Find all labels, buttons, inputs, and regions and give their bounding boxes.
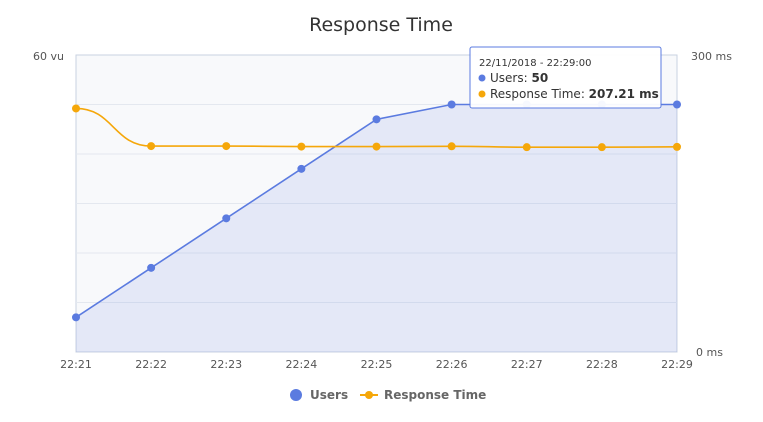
tooltip-response-time-marker bbox=[478, 90, 486, 98]
response-time-point[interactable] bbox=[147, 142, 156, 151]
legend-users-marker bbox=[290, 389, 302, 401]
tooltip-response-time-value: 207.21 ms bbox=[589, 87, 659, 101]
x-tick-label: 22:28 bbox=[586, 358, 618, 371]
response-time-point[interactable] bbox=[222, 142, 231, 151]
x-tick-label: 22:21 bbox=[60, 358, 92, 371]
legend-response-time-label: Response Time bbox=[384, 388, 486, 402]
legend-item-users[interactable]: Users bbox=[290, 388, 348, 402]
x-tick-label: 22:24 bbox=[286, 358, 318, 371]
right-axis-min-label: 0 ms bbox=[696, 346, 723, 359]
x-tick-label: 22:29 bbox=[661, 358, 693, 371]
users-point[interactable] bbox=[447, 100, 456, 109]
legend-item-response-time[interactable]: Response Time bbox=[360, 388, 486, 402]
users-point[interactable] bbox=[297, 164, 306, 173]
x-tick-label: 22:27 bbox=[511, 358, 543, 371]
x-tick-label: 22:22 bbox=[135, 358, 167, 371]
tooltip-users-marker bbox=[478, 74, 486, 82]
x-tick-label: 22:23 bbox=[210, 358, 242, 371]
response-time-point[interactable] bbox=[72, 104, 80, 113]
response-time-point[interactable] bbox=[297, 142, 306, 151]
response-time-point[interactable] bbox=[522, 143, 531, 152]
legend-users-label: Users bbox=[310, 388, 348, 402]
chart-title: Response Time bbox=[309, 14, 453, 36]
tooltip-box bbox=[469, 46, 662, 109]
response-time-point[interactable] bbox=[597, 143, 606, 152]
users-point[interactable] bbox=[673, 100, 681, 109]
users-point[interactable] bbox=[72, 313, 80, 322]
x-tick-label: 22:26 bbox=[436, 358, 468, 371]
tooltip-users-value: 50 bbox=[531, 71, 548, 85]
tooltip: 22/11/2018 - 22:29:00 Users: 50 Response… bbox=[469, 46, 662, 109]
users-point[interactable] bbox=[372, 115, 381, 124]
response-time-point[interactable] bbox=[673, 142, 681, 151]
right-axis-max-label: 300 ms bbox=[691, 50, 732, 63]
series-layer bbox=[72, 100, 681, 352]
users-point[interactable] bbox=[222, 214, 231, 223]
response-time-point[interactable] bbox=[372, 142, 381, 151]
left-axis-max-label: 60 vu bbox=[33, 50, 64, 63]
tooltip-response-time-row: Response Time: 207.21 ms bbox=[490, 87, 659, 101]
legend-response-time-marker bbox=[365, 391, 373, 399]
response-time-point[interactable] bbox=[447, 142, 456, 151]
tooltip-users-row: Users: 50 bbox=[490, 71, 548, 85]
tooltip-users-label: Users: bbox=[490, 71, 531, 85]
tooltip-response-time-label: Response Time: bbox=[490, 87, 589, 101]
tooltip-header: 22/11/2018 - 22:29:00 bbox=[479, 58, 592, 69]
x-tick-label: 22:25 bbox=[361, 358, 393, 371]
legend: Users Response Time bbox=[290, 388, 486, 402]
x-axis-ticks: 22:21 22:22 22:23 22:24 22:25 22:26 22:27 22:28… bbox=[60, 358, 693, 371]
users-point[interactable] bbox=[147, 263, 156, 272]
users-area bbox=[76, 104, 677, 352]
